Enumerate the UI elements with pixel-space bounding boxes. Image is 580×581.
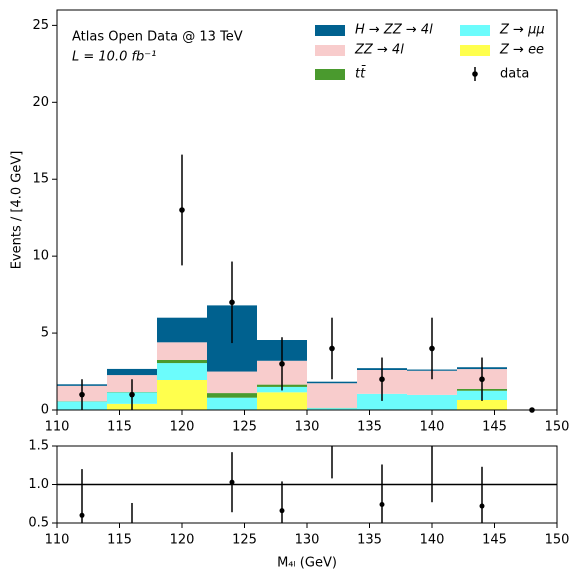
hist-bar xyxy=(207,371,257,394)
data-point xyxy=(279,508,285,514)
legend-label: data xyxy=(500,67,529,82)
y-tick-label: 5 xyxy=(41,326,49,341)
hist-bar xyxy=(207,397,257,410)
hist-bar xyxy=(257,392,307,410)
x-tick-label: 120 xyxy=(170,533,195,548)
hist-bar xyxy=(107,368,157,376)
hist-bar xyxy=(307,381,357,384)
legend-label: ZZ → 4l xyxy=(354,43,404,58)
legend-label: Z → μμ xyxy=(499,23,545,38)
plot-area xyxy=(57,440,557,523)
x-tick-label: 145 xyxy=(482,420,507,435)
data-point xyxy=(79,512,85,518)
x-tick-label: 125 xyxy=(232,420,257,435)
data-point xyxy=(429,345,435,352)
data-point xyxy=(129,391,135,398)
data-point xyxy=(79,391,85,398)
y-tick-label: 1.0 xyxy=(28,477,49,492)
x-tick-label: 115 xyxy=(107,420,132,435)
x-tick-label: 145 xyxy=(482,533,507,548)
hist-bar xyxy=(307,383,357,408)
x-tick-label: 130 xyxy=(295,420,320,435)
x-tick-label: 150 xyxy=(545,533,570,548)
data-point xyxy=(229,299,235,306)
y-axis-label: Events / [4.0 GeV] xyxy=(10,151,25,270)
data-point xyxy=(479,376,485,383)
y-tick-label: 25 xyxy=(32,18,49,33)
data-point xyxy=(479,503,485,509)
y-tick-label: 20 xyxy=(32,95,49,110)
data-point xyxy=(379,502,385,508)
hist-bar xyxy=(157,317,207,343)
x-tick-label: 135 xyxy=(357,533,382,548)
y-tick-label: 10 xyxy=(32,249,49,264)
axes-frame xyxy=(56,445,558,524)
hist-bar xyxy=(407,394,457,410)
hist-bar xyxy=(307,408,357,410)
legend-swatch xyxy=(315,69,345,80)
hist-bar xyxy=(157,342,207,360)
legend-swatch xyxy=(460,25,490,36)
x-tick-label: 150 xyxy=(545,420,570,435)
hist-bar xyxy=(157,380,207,410)
hist-bar xyxy=(457,400,507,410)
data-point xyxy=(279,361,285,367)
legend-label: H → ZZ → 4l xyxy=(355,23,433,38)
legend-label: Z → ee xyxy=(499,43,544,58)
data-point xyxy=(379,376,385,383)
y-tick-label: 1.5 xyxy=(28,439,49,454)
hist-bar xyxy=(207,393,257,398)
x-tick-label: 140 xyxy=(420,420,445,435)
data-point xyxy=(430,440,435,445)
x-tick-label: 110 xyxy=(45,533,70,548)
x-tick-label: 140 xyxy=(420,533,445,548)
hist-bar xyxy=(157,360,207,364)
y-tick-label: 0.5 xyxy=(28,516,49,531)
legend-swatch xyxy=(315,45,345,56)
legend-label: tt̄ xyxy=(355,66,366,81)
hist-bar xyxy=(157,363,207,380)
legend-swatch xyxy=(315,25,345,36)
x-tick-label: 130 xyxy=(295,533,320,548)
x-tick-label: 135 xyxy=(357,420,382,435)
axes-frame xyxy=(56,9,558,411)
x-tick-label: 120 xyxy=(170,420,195,435)
x-axis-label: M₄ₗ (GeV) xyxy=(277,556,337,571)
data-point xyxy=(329,345,335,352)
legend-marker xyxy=(472,71,478,77)
y-tick-label: 0 xyxy=(41,403,49,418)
legend-swatch xyxy=(460,45,490,56)
y-tick-label: 15 xyxy=(32,172,49,187)
x-tick-label: 115 xyxy=(107,533,132,548)
annotation: Atlas Open Data @ 13 TeV xyxy=(72,30,243,45)
annotation: L = 10.0 fb⁻¹ xyxy=(72,50,156,65)
x-tick-label: 110 xyxy=(45,420,70,435)
x-tick-label: 125 xyxy=(232,533,257,548)
hist-bar xyxy=(357,393,407,410)
data-point xyxy=(179,207,185,213)
data-point xyxy=(229,479,235,485)
